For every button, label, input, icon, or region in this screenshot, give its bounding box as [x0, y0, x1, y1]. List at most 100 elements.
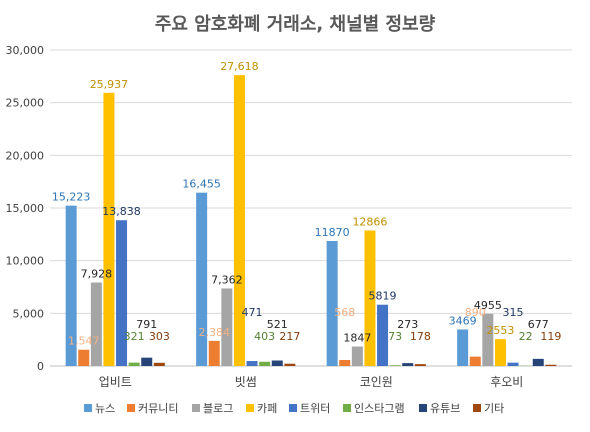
legend-label: 유튜브	[430, 402, 460, 415]
bar-인스타그램-빗썸	[259, 361, 271, 366]
bar-블로그-코인원	[351, 346, 363, 366]
bar-유튜브-빗썸	[271, 360, 283, 366]
bar-유튜브-업비트	[141, 357, 153, 366]
x-axis: 업비트 빗썸 코인원 후오비	[99, 375, 524, 389]
bar-커뮤니티-업비트	[78, 349, 90, 366]
legend-item: 인스타그램	[343, 402, 405, 415]
bar-트위터-후오비	[507, 362, 519, 366]
bar-인스타그램-코인원	[389, 365, 401, 366]
legend-item: 기타	[473, 402, 504, 415]
data-label: 7,362	[211, 273, 243, 286]
bar-커뮤니티-코인원	[339, 360, 351, 366]
data-label: 16,455	[182, 178, 221, 191]
y-tick-label: 25,000	[6, 97, 45, 110]
data-label: 568	[334, 306, 355, 319]
bar-뉴스-후오비	[457, 329, 469, 366]
y-tick-label: 30,000	[6, 44, 45, 57]
bars	[65, 75, 557, 367]
data-label: 178	[410, 330, 431, 343]
legend-label: 트위터	[300, 402, 330, 415]
data-label: 521	[267, 318, 288, 331]
data-label: 890	[465, 306, 486, 319]
legend-label: 인스타그램	[354, 402, 405, 415]
legend-item: 카페	[246, 402, 277, 415]
data-label: 315	[503, 306, 524, 319]
legend-label: 카페	[257, 402, 277, 415]
data-label: 791	[136, 318, 157, 331]
chart-title: 주요 암호화폐 거래소, 채널별 정보량	[155, 14, 436, 35]
data-label: 217	[279, 330, 300, 343]
legend-item: 블로그	[192, 402, 233, 415]
bar-블로그-후오비	[482, 313, 494, 366]
data-label: 13,838	[102, 205, 141, 218]
data-label: 11870	[315, 226, 350, 239]
legend-label: 기타	[484, 402, 504, 415]
legend-swatch	[419, 404, 427, 412]
bar-커뮤니티-후오비	[469, 356, 481, 366]
bar-트위터-빗썸	[246, 361, 258, 366]
bar-카페-빗썸	[233, 75, 245, 367]
y-axis: 0 5,000 10,000 15,000 20,000 25,000 30,000	[6, 44, 45, 373]
bar-기타-코인원	[414, 364, 426, 366]
data-label: 2553	[486, 324, 514, 337]
legend-swatch	[289, 404, 297, 412]
data-label: 471	[242, 306, 263, 319]
bar-카페-코인원	[364, 230, 376, 366]
y-tick-label: 0	[37, 360, 44, 373]
bar-트위터-업비트	[116, 220, 128, 366]
data-label: 3469	[449, 314, 477, 327]
data-label: 273	[397, 318, 418, 331]
category-label: 업비트	[99, 375, 132, 389]
data-label: 2,384	[199, 326, 231, 339]
y-tick-label: 20,000	[6, 149, 45, 162]
y-tick-label: 5,000	[13, 307, 45, 320]
data-label: 677	[528, 318, 549, 331]
legend-item: 뉴스	[84, 402, 115, 415]
bar-뉴스-업비트	[65, 205, 77, 366]
bar-카페-후오비	[494, 339, 506, 366]
legend-item: 유튜브	[419, 402, 460, 415]
bar-기타-업비트	[153, 362, 165, 366]
legend: 뉴스 커뮤니티 블로그 카페 트위터 인스타그램 유튜브 기타	[84, 402, 504, 415]
bar-블로그-업비트	[90, 282, 102, 366]
legend-swatch	[127, 404, 135, 412]
data-label: 22	[519, 330, 533, 343]
y-tick-label: 15,000	[6, 202, 45, 215]
data-label: 7,928	[81, 267, 113, 280]
bar-기타-빗썸	[284, 363, 296, 366]
data-label: 5819	[369, 290, 397, 303]
data-label: 73	[388, 330, 402, 343]
bar-유튜브-코인원	[402, 363, 414, 366]
legend-item: 트위터	[289, 402, 330, 415]
bar-유튜브-후오비	[532, 358, 544, 366]
legend-swatch	[246, 404, 254, 412]
data-label: 303	[149, 330, 170, 343]
bar-뉴스-코인원	[326, 240, 338, 366]
category-label: 빗썸	[235, 375, 257, 389]
gridlines	[50, 49, 572, 367]
data-label: 403	[254, 330, 275, 343]
legend-item: 커뮤니티	[127, 402, 178, 415]
data-label: 25,937	[90, 78, 129, 91]
category-label: 후오비	[490, 375, 523, 389]
bar-인스타그램-업비트	[128, 362, 140, 366]
data-label: 1847	[343, 332, 371, 345]
category-label: 코인원	[360, 375, 393, 389]
bar-기타-후오비	[545, 364, 557, 366]
bar-커뮤니티-빗썸	[208, 340, 220, 366]
bar-뉴스-빗썸	[196, 192, 208, 366]
bar-카페-업비트	[103, 92, 115, 366]
bar-트위터-코인원	[377, 304, 389, 366]
bar-블로그-빗썸	[221, 288, 233, 366]
legend-swatch	[192, 404, 200, 412]
legend-swatch	[343, 404, 351, 412]
data-label: 15,223	[52, 191, 91, 204]
legend-label: 커뮤니티	[138, 402, 178, 415]
legend-swatch	[473, 404, 481, 412]
data-label: 4955	[474, 299, 502, 312]
data-label: 321	[124, 330, 145, 343]
y-tick-label: 10,000	[6, 255, 45, 268]
